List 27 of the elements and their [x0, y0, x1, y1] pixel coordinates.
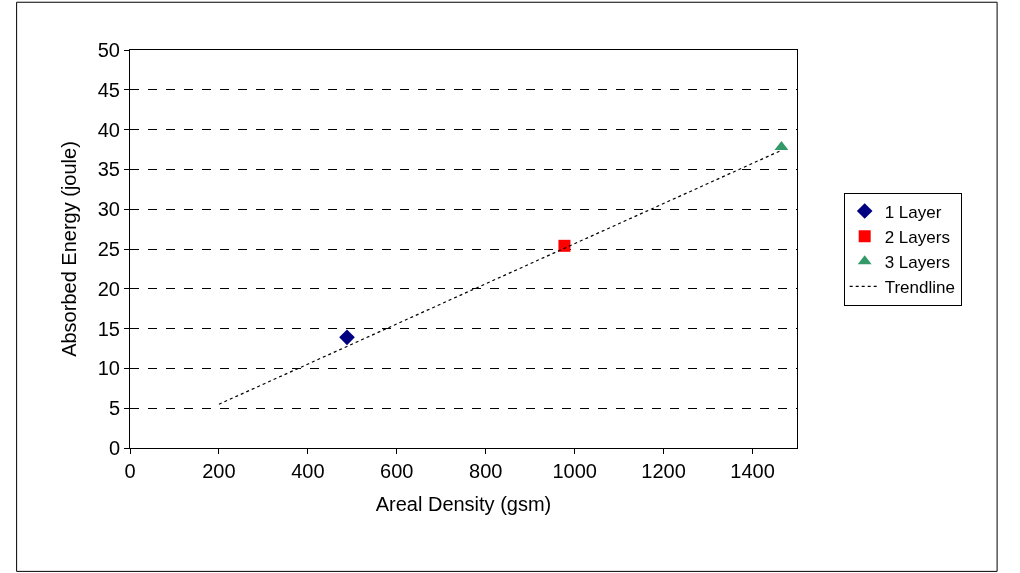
y-tick-label: 45 [97, 78, 120, 101]
point [558, 239, 571, 252]
x-tick-label: 400 [291, 460, 325, 482]
y-tick-label: 15 [97, 317, 120, 340]
y-tick-label: 30 [97, 198, 120, 221]
y-tick-label: 0 [108, 437, 120, 459]
y-tick-label: 25 [97, 238, 120, 260]
legend-label: 1 Layer [884, 202, 942, 222]
legend-label: 3 Layers [884, 252, 950, 272]
point [339, 329, 355, 346]
x-tick-label: 1200 [641, 460, 686, 482]
y-tick-label: 35 [97, 158, 120, 181]
legend-label: 2 Layers [884, 227, 950, 247]
x-tick-label: 600 [380, 460, 414, 482]
legend-label: Trendline [884, 277, 955, 297]
y-tick-label: 40 [97, 118, 120, 141]
x-tick-label: 0 [124, 460, 136, 482]
x-tick-label: 1000 [552, 460, 597, 482]
x-tick-label: 200 [202, 460, 236, 482]
x-tick-label: 800 [469, 460, 503, 482]
y-axis-title: Absorbed Energy (joule) [58, 141, 81, 357]
y-tick-label: 10 [97, 357, 120, 380]
y-tick-label: 5 [108, 397, 120, 420]
x-axis-title: Areal Density (gsm) [375, 492, 552, 515]
y-tick-label: 20 [97, 277, 120, 300]
x-tick-label: 1400 [730, 460, 775, 482]
y-tick-label: 50 [97, 39, 120, 61]
